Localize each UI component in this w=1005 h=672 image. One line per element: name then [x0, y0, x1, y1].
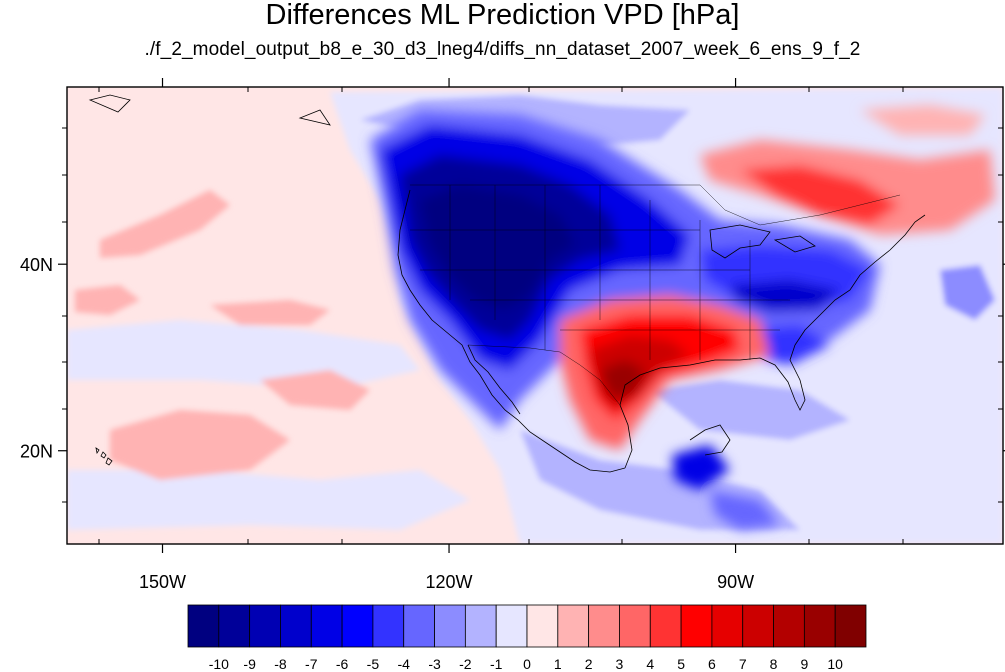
colorbar-label: -10	[209, 656, 229, 672]
colorbar-label: 7	[739, 656, 747, 672]
political-boundaries	[410, 184, 901, 406]
colorbar-box	[249, 604, 281, 648]
field-pos1-patch-b	[75, 285, 140, 315]
colorbar-label: -8	[274, 656, 287, 672]
field-pos3-north	[860, 105, 985, 135]
colorbar-box	[803, 604, 836, 648]
coastline-baja	[467, 344, 521, 415]
colorbar-label: -3	[428, 656, 441, 672]
colorbar-label: 2	[585, 656, 593, 672]
colorbar-label: -4	[398, 656, 411, 672]
colorbar-label: 6	[708, 656, 716, 672]
colorbar-box	[372, 604, 405, 648]
colorbar-box	[588, 604, 620, 648]
field-pos10-core	[600, 360, 645, 400]
colorbar-box	[773, 604, 805, 648]
map-subtitle: ./f_2_model_output_b8_e_30_d3_lneg4/diff…	[144, 39, 861, 60]
field-neg10-core	[420, 185, 575, 310]
colorbar-box	[280, 604, 312, 648]
field-pos1-patch-a	[100, 190, 230, 258]
us-canada-border	[410, 184, 901, 226]
major-ticks: 150W 120W 90W 40N 20N	[20, 78, 1005, 592]
colorbar-box	[218, 604, 251, 648]
field-pos5-canada	[740, 165, 900, 225]
field-pos1-patch-d	[260, 370, 370, 410]
lat-tick-label: 20N	[20, 442, 53, 462]
colorbar-label: 3	[616, 656, 624, 672]
colorbar-box	[434, 604, 466, 648]
lat-tick-label: 40N	[20, 255, 53, 275]
lon-tick-label: 120W	[426, 572, 473, 592]
colorbar-box	[526, 604, 559, 648]
field-pos1-patch-e	[110, 410, 290, 480]
colorbar-label: 8	[770, 656, 778, 672]
field-neg7-east	[730, 280, 840, 312]
colorbar-box	[649, 604, 682, 648]
hawaii-islands	[95, 447, 113, 466]
colorbar-label: -2	[459, 656, 472, 672]
map-title: Differences ML Prediction VPD [hPa]	[265, 0, 740, 31]
field-neg1-band-south	[67, 470, 470, 530]
field-pos1-patch-c	[210, 300, 330, 325]
colorbar-label: -6	[336, 656, 349, 672]
colorbar-box	[557, 604, 590, 648]
colorbar-label: 0	[523, 656, 531, 672]
coastline-atlantic	[794, 214, 926, 346]
colorbar-label: 5	[677, 656, 685, 672]
state-lines-vertical	[449, 185, 751, 360]
colorbar-box	[495, 604, 528, 648]
field-neg2-atlantic	[650, 380, 850, 440]
field-neg3-east-atlantic	[940, 265, 995, 320]
colorbar-label: -9	[243, 656, 256, 672]
colorbar-label: 1	[554, 656, 562, 672]
colorbar-label: -1	[490, 656, 503, 672]
colorbar-label: 9	[800, 656, 808, 672]
colorbar-box	[742, 604, 774, 648]
colorbar-box	[464, 604, 497, 648]
field-neg4-central-america	[710, 490, 780, 530]
lon-tick-label: 90W	[717, 572, 754, 592]
us-mexico-border	[467, 344, 621, 406]
minor-ticks	[62, 87, 1003, 544]
colorbar-box	[341, 604, 374, 648]
map-area	[67, 87, 1003, 544]
lon-tick-label: 150W	[139, 572, 186, 592]
colorbar: -10 -9 -8 -7 -6 -5 -4 -3 -2 -1 0 1 2 3 4 5 6 7 8 9 10	[187, 604, 867, 672]
canada-arctic-coast	[88, 94, 331, 126]
colorbar-label: -7	[305, 656, 318, 672]
colorbar-box	[187, 604, 220, 648]
field-neg6-mexico	[672, 445, 730, 490]
colorbar-label: 4	[646, 656, 654, 672]
colorbar-label: -5	[367, 656, 380, 672]
colorbar-box	[619, 604, 651, 648]
colorbar-box	[834, 604, 867, 648]
state-lines-horizontal	[410, 229, 790, 331]
colorbar-box	[680, 604, 713, 648]
coastline-pacific	[397, 189, 626, 473]
colorbar-box	[310, 604, 343, 648]
coastline-yucatan	[689, 424, 731, 456]
colorbar-box	[711, 604, 744, 648]
colorbar-label: 10	[827, 656, 843, 672]
colorbar-box	[403, 604, 435, 648]
